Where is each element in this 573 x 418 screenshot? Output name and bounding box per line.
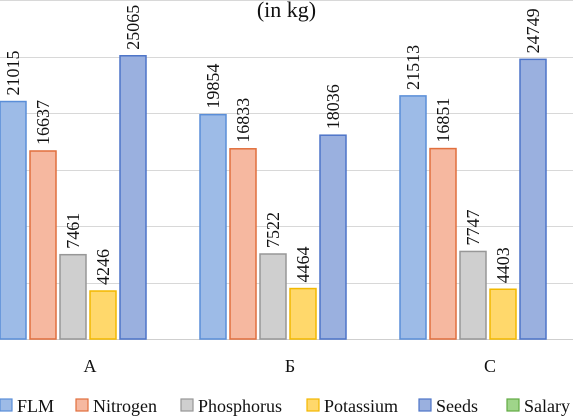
bar-seeds-a [119, 55, 147, 340]
legend-swatch [0, 398, 13, 412]
legend-swatch [180, 398, 194, 412]
bar-phosphorus-c [459, 250, 487, 340]
data-label: 16851 [433, 98, 453, 143]
bar-nitrogen-б [229, 148, 257, 340]
legend-swatch [418, 398, 432, 412]
data-label: 4403 [493, 247, 513, 283]
data-label: 21015 [3, 51, 23, 96]
chart-title: (in kg) [257, 0, 316, 22]
data-label: 16833 [233, 98, 253, 143]
bars [0, 55, 547, 340]
data-label: 4464 [293, 247, 313, 283]
gridlines [0, 0, 573, 284]
legend-label: Potassium [324, 396, 398, 416]
bar-seeds-c [519, 58, 547, 340]
data-label: 19854 [203, 64, 223, 109]
legend: FLM Nitrogen Phosphorus Potassium Seeds Salar… [0, 396, 570, 416]
legend-label: Seeds [436, 396, 478, 416]
bar-phosphorus-б [259, 253, 287, 340]
data-labels: 21015 16637 7461 4246 25065 19854 16833 7522 446… [3, 5, 543, 285]
bar-flm-б [199, 113, 227, 340]
bar-seeds-б [319, 134, 347, 340]
legend-label: Salary [524, 396, 570, 416]
legend-label: Nitrogen [93, 396, 157, 416]
data-label: 24749 [523, 8, 543, 53]
data-label: 7461 [63, 213, 83, 249]
bar-flm-a [0, 100, 27, 340]
bar-phosphorus-a [59, 253, 87, 340]
bar-potassium-c [489, 288, 517, 340]
data-label: 25065 [123, 5, 143, 50]
bar-potassium-a [89, 290, 117, 340]
x-tick-label: C [484, 356, 496, 376]
data-label: 4246 [93, 249, 113, 285]
x-tick-label: A [84, 356, 97, 376]
bar-potassium-б [289, 287, 317, 340]
legend-label: FLM [17, 396, 54, 416]
legend-swatch [506, 398, 520, 412]
data-label: 21513 [403, 45, 423, 90]
data-label: 16637 [33, 100, 53, 145]
legend-swatch [75, 398, 89, 412]
data-label: 7747 [463, 209, 483, 245]
data-label: 7522 [263, 212, 283, 248]
data-label: 18036 [323, 84, 343, 129]
legend-swatch [306, 398, 320, 412]
x-tick-label: Б [285, 356, 295, 376]
legend-label: Phosphorus [198, 396, 282, 416]
bar-nitrogen-c [429, 147, 457, 340]
bar-flm-c [399, 95, 427, 340]
bar-nitrogen-a [29, 150, 57, 340]
